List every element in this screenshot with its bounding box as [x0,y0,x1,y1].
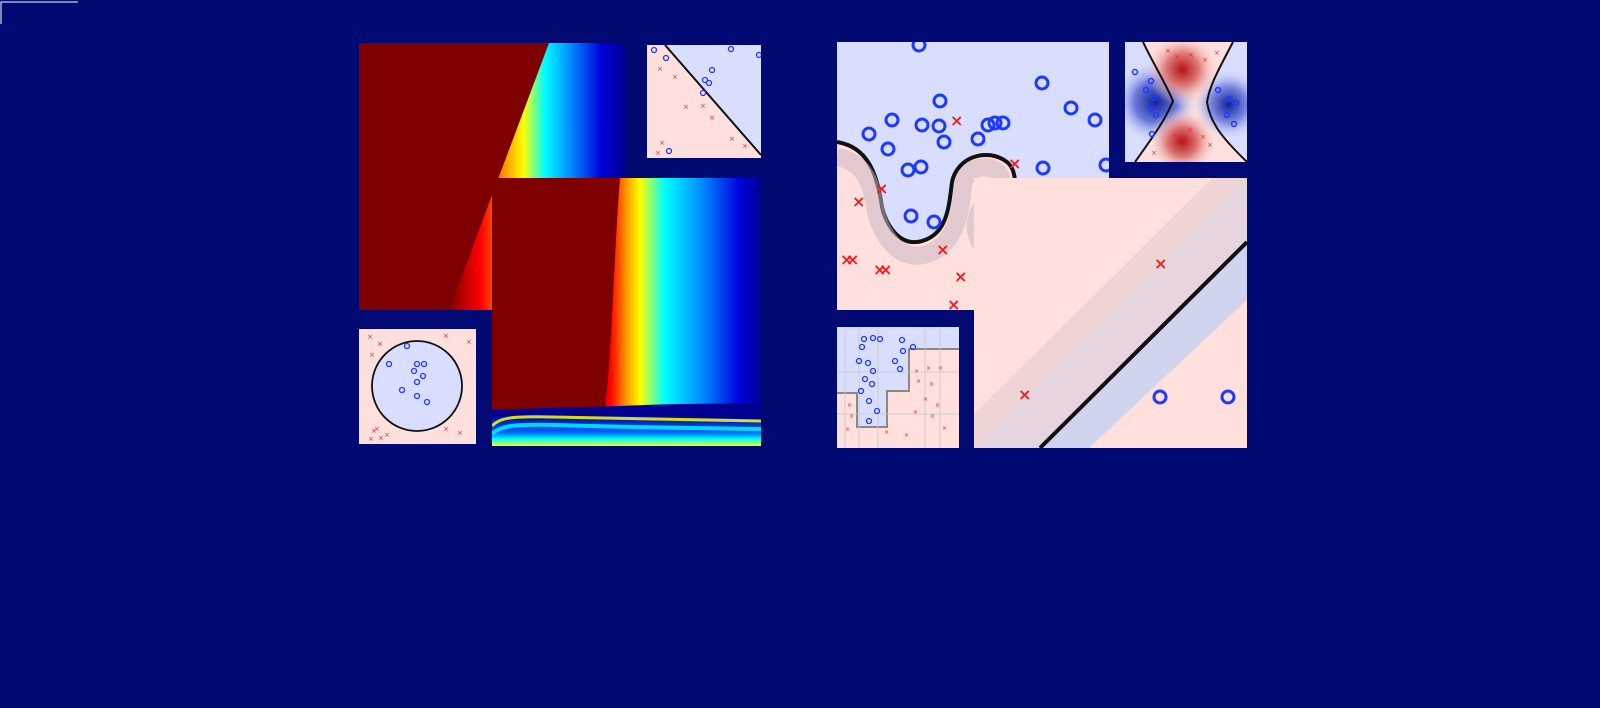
gaussian-classifier-panel: × × × × × × × × × × × × [1125,42,1247,162]
svg-text:×: × [935,402,940,409]
svg-text:×: × [742,142,748,150]
margin-classifier-panel: × × [974,178,1247,448]
svg-text:×: × [368,435,374,443]
tree-classifier-panel: × × × × × × × × × × × × × × × [837,327,959,448]
svg-text:×: × [914,368,919,375]
svg-text:×: × [709,114,715,122]
svg-text:×: × [700,102,706,110]
svg-text:×: × [840,250,853,269]
svg-text:×: × [1151,149,1157,157]
hyperbolic-boundary-icon: ××× ××× ××× ××× [1125,42,1247,162]
svg-text:×: × [377,340,383,348]
corner-mark [0,1,78,24]
svg-text:×: × [926,365,931,372]
svg-text:×: × [1165,47,1171,55]
svg-text:×: × [371,427,377,435]
svg-text:×: × [443,425,449,433]
svg-text:×: × [947,295,960,310]
svg-text:×: × [950,111,963,130]
svg-text:×: × [374,425,380,433]
svg-text:×: × [846,250,859,269]
svg-text:×: × [1172,132,1178,140]
svg-text:×: × [672,73,678,81]
heatmap-curve-icon [492,178,761,446]
svg-text:×: × [1182,62,1188,70]
svg-text:×: × [466,338,472,346]
svg-text:×: × [875,179,888,198]
svg-text:×: × [657,65,663,73]
svg-text:×: × [1214,49,1220,57]
svg-text:×: × [1008,154,1021,173]
svg-text:×: × [443,332,449,340]
svg-text:×: × [659,139,665,147]
svg-text:×: × [1200,133,1206,141]
tree-boundary-icon: × × × × ×× ××× ××× × ×× [837,327,959,448]
svg-text:×: × [457,429,463,437]
svg-text:×: × [378,434,384,442]
svg-text:×: × [942,425,947,432]
svg-text:×: × [655,149,661,157]
diagonal-boundary-icon: ××× ××× ××× [647,45,761,158]
circle-boundary-icon: ××× ××× × ×× ××× [359,329,476,444]
svg-text:×: × [954,267,967,286]
svg-text:×: × [938,365,943,372]
svg-text:×: × [845,426,850,433]
svg-text:×: × [873,260,886,279]
linear-classifier-panel: × × × × × × × × × [647,45,761,158]
svg-text:×: × [1207,141,1213,149]
svg-text:×: × [849,413,854,420]
svg-text:×: × [1202,56,1208,64]
svg-text:×: × [852,192,865,211]
svg-text:×: × [1174,53,1180,61]
svg-text:×: × [847,402,852,409]
svg-text:×: × [904,432,909,439]
svg-text:×: × [369,351,375,359]
svg-text:×: × [1188,51,1194,59]
svg-text:×: × [923,396,928,403]
svg-text:×: × [1018,385,1031,404]
heatmap-panel-bottom-right [492,178,761,446]
svg-text:×: × [367,333,373,341]
svg-text:×: × [916,378,921,385]
svg-text:×: × [879,260,892,279]
svg-text:×: × [384,431,390,439]
svg-text:×: × [929,381,934,388]
svg-text:×: × [1181,138,1187,146]
svg-text:×: × [936,240,949,259]
svg-text:×: × [930,413,935,420]
svg-text:×: × [1187,126,1193,134]
svg-text:×: × [913,409,918,416]
circle-classifier-panel: × × × × × × × × × × × × [359,329,476,444]
svg-text:×: × [729,135,735,143]
svg-text:×: × [1154,254,1167,273]
svg-text:×: × [683,103,689,111]
margin-band-icon: ×× [974,178,1247,448]
svg-text:×: × [884,429,889,436]
